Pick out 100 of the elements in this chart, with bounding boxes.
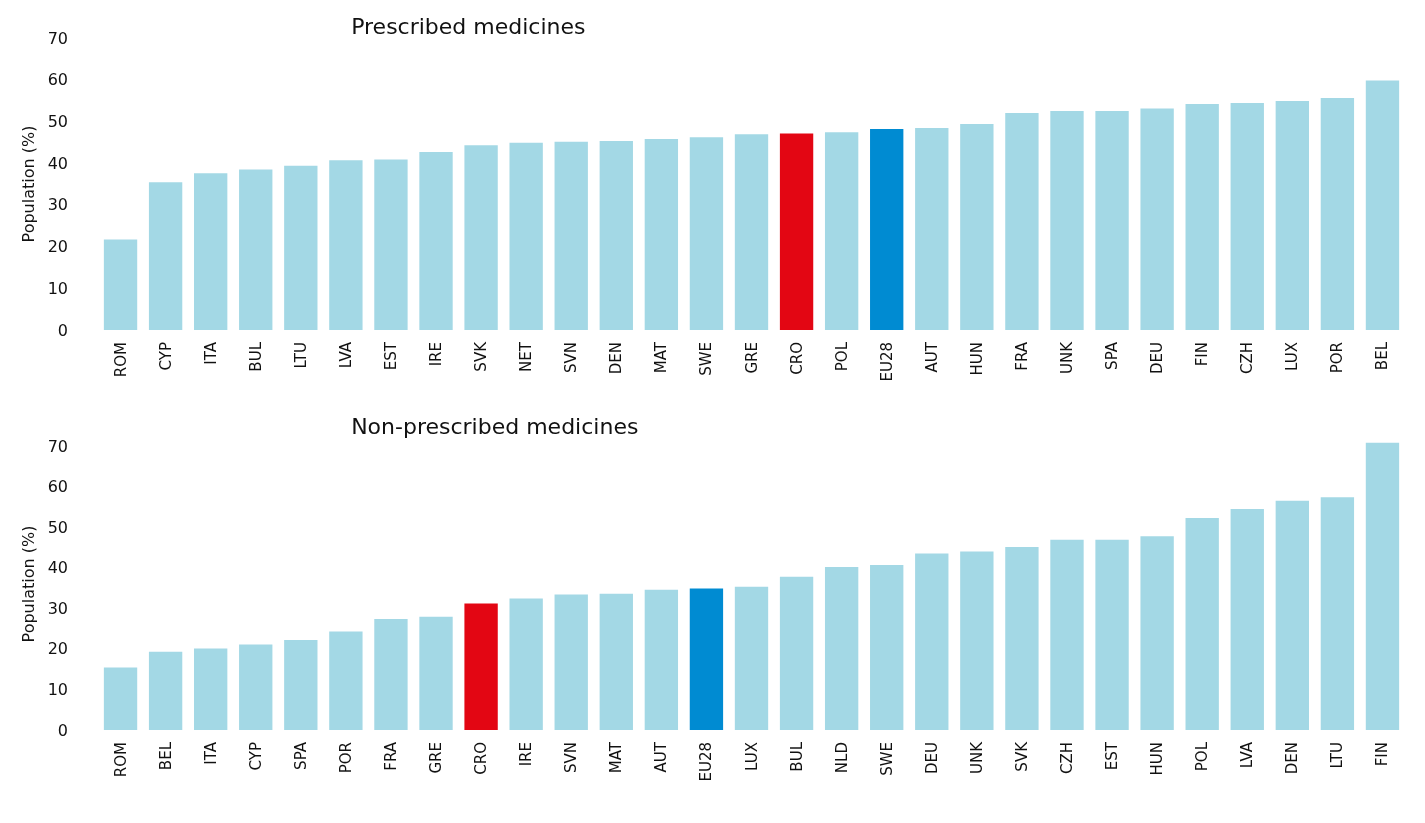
x-tick-label: BEL xyxy=(156,741,175,771)
bar xyxy=(1005,113,1039,330)
bar xyxy=(599,593,633,730)
x-tick-label: LTU xyxy=(291,342,310,369)
x-tick-label: CZH xyxy=(1238,342,1257,375)
bar xyxy=(1320,98,1355,330)
bar xyxy=(1185,517,1219,730)
x-tick-label: POL xyxy=(832,341,851,372)
bar xyxy=(1005,547,1039,730)
y-tick-label: 0 xyxy=(57,320,68,340)
y-tick-label: 30 xyxy=(47,598,68,618)
x-tick-label: NLD xyxy=(832,742,851,774)
y-tick-label: 20 xyxy=(47,639,68,659)
bar xyxy=(419,151,453,330)
x-tick-label: MAT xyxy=(607,741,626,774)
x-tick-label: CRO xyxy=(787,342,806,375)
x-tick-label: EU28 xyxy=(877,342,896,382)
bar xyxy=(1185,103,1219,330)
x-tick-label: UNK xyxy=(1057,340,1076,375)
x-tick-label: POR xyxy=(1328,342,1347,374)
bar xyxy=(554,141,588,330)
bar xyxy=(1275,500,1309,730)
bar xyxy=(599,141,633,330)
x-tick-label: EU28 xyxy=(697,742,716,782)
bar xyxy=(1050,111,1084,330)
x-tick-label: FIN xyxy=(1373,742,1392,767)
x-tick-label: SPA xyxy=(291,741,310,770)
x-tick-label: HUN xyxy=(1148,742,1167,776)
x-tick-label: CZH xyxy=(1057,742,1076,775)
bar xyxy=(103,667,138,730)
bar xyxy=(1140,536,1174,730)
bar xyxy=(1095,539,1129,730)
bar xyxy=(284,639,318,730)
y-tick-label: 10 xyxy=(47,679,68,699)
x-tick-label: SVK xyxy=(472,340,491,372)
bar xyxy=(1095,111,1129,330)
x-tick-label: CYP xyxy=(156,342,175,371)
x-tick-label: SVK xyxy=(1012,740,1031,772)
x-tick-label: LUX xyxy=(742,742,761,771)
bar xyxy=(1230,508,1264,730)
bar xyxy=(194,648,228,730)
chart-title: Non-prescribed medicines xyxy=(351,413,639,439)
bar xyxy=(734,586,769,730)
bar xyxy=(1365,80,1400,330)
bar xyxy=(194,173,228,330)
y-tick-label: 30 xyxy=(47,195,68,215)
bar xyxy=(960,123,994,330)
x-tick-label: FRA xyxy=(381,741,400,771)
chart-title: Prescribed medicines xyxy=(351,13,586,39)
x-tick-label: GRE xyxy=(427,742,446,774)
x-tick-label: ITA xyxy=(201,741,220,765)
bar xyxy=(915,128,949,330)
bar xyxy=(779,576,814,730)
y-tick-label: 40 xyxy=(47,153,68,173)
x-tick-label: LUX xyxy=(1283,342,1302,371)
x-tick-label: BEL xyxy=(1373,341,1392,371)
x-tick-label: GRE xyxy=(742,342,761,374)
x-tick-label: SWE xyxy=(877,742,896,776)
x-tick-label: LVA xyxy=(1238,741,1257,769)
bar xyxy=(870,128,904,330)
x-tick-label: UNK xyxy=(967,740,986,775)
x-tick-label: CYP xyxy=(246,742,265,771)
x-tick-label: LTU xyxy=(1328,742,1347,769)
x-tick-label: SVN xyxy=(562,742,581,774)
x-tick-label: DEN xyxy=(1283,742,1302,775)
x-tick-label: NET xyxy=(517,341,536,372)
bar xyxy=(284,165,318,330)
y-tick-label: 70 xyxy=(47,436,68,456)
x-tick-label: ROM xyxy=(111,742,130,778)
bar xyxy=(103,239,138,330)
bar xyxy=(1365,442,1400,730)
bar xyxy=(1050,539,1084,730)
y-axis-title: Population (%) xyxy=(19,525,39,643)
y-tick-label: 50 xyxy=(47,111,68,131)
bar xyxy=(644,589,679,730)
bar xyxy=(239,644,273,730)
x-tick-label: SPA xyxy=(1103,341,1122,370)
x-tick-label: SWE xyxy=(697,342,716,376)
bar xyxy=(870,564,904,730)
bar xyxy=(329,631,363,730)
x-tick-label: BUL xyxy=(246,341,265,372)
bar xyxy=(464,603,498,730)
bar xyxy=(464,145,498,330)
bar xyxy=(1320,497,1355,730)
y-tick-label: 60 xyxy=(47,70,68,90)
bar xyxy=(734,134,769,330)
x-tick-label: CRO xyxy=(472,742,491,775)
x-tick-label: LVA xyxy=(336,341,355,369)
bar xyxy=(148,182,183,330)
x-tick-label: MAT xyxy=(652,341,671,374)
bar xyxy=(1275,100,1309,330)
x-tick-label: AUT xyxy=(652,741,671,773)
x-tick-label: POL xyxy=(1193,741,1212,772)
bar xyxy=(824,132,859,330)
bar xyxy=(554,594,588,730)
y-tick-label: 0 xyxy=(57,720,68,740)
bar xyxy=(915,553,949,730)
bar xyxy=(689,588,724,730)
x-tick-label: IRE xyxy=(427,342,446,367)
x-tick-label: SVN xyxy=(562,342,581,374)
